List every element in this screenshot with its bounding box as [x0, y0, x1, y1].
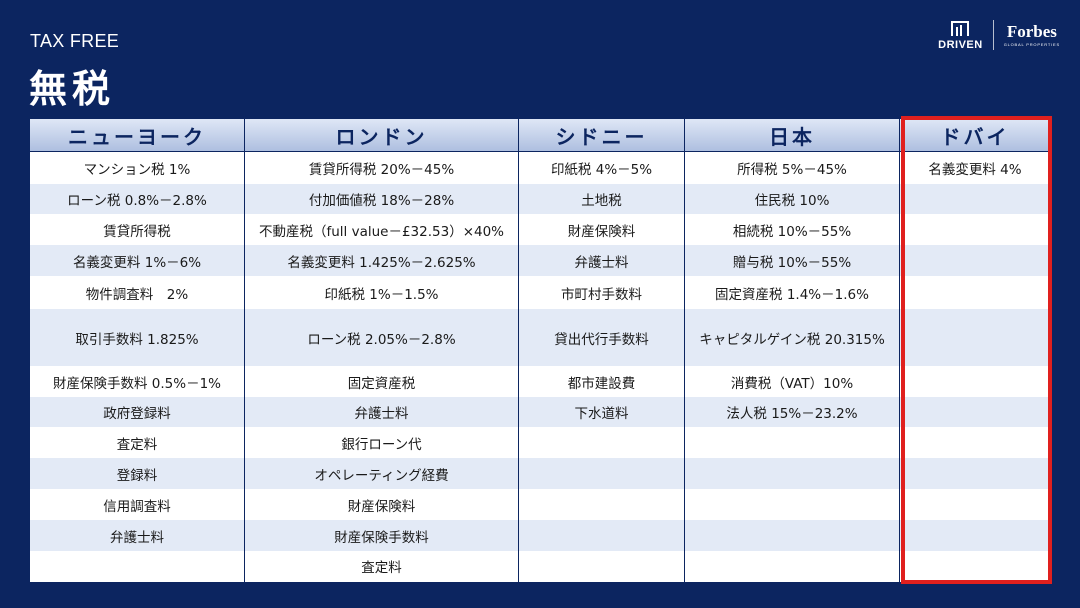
column-london: ロンドン賃貸所得税 20%－45% 付加価値税 18%－28% 不動産税（full …: [245, 119, 519, 582]
table-cell: [519, 551, 684, 581]
table-cell: [900, 520, 1050, 551]
table-cell: [519, 458, 684, 489]
table-cell: 市町村手数料: [561, 286, 642, 303]
table-cell: [900, 214, 1050, 245]
table-cell: 弁護士料: [245, 397, 518, 427]
table-cell: 物件調査料 2%: [85, 286, 189, 303]
table-cell: 不動産税（full value－£32.53）×40%: [258, 223, 505, 240]
page-subtitle: TAX FREE: [30, 31, 120, 51]
column-header-london: ロンドン: [245, 119, 518, 152]
table-cell: [900, 397, 1050, 427]
table-cell: オペレーティング経費: [245, 458, 518, 489]
table-cell: 固定資産税: [347, 375, 416, 392]
forbes-logo-text: Forbes: [1006, 22, 1057, 41]
table-cell: [685, 551, 899, 581]
table-cell: 弁護士料: [519, 245, 684, 276]
column-header-dubai: ドバイ: [900, 119, 1050, 152]
table-cell: 弁護士料: [30, 520, 244, 551]
column-header-new-york: ニューヨーク: [30, 119, 244, 152]
table-cell: 名義変更料 4%: [928, 162, 1022, 178]
table-cell: [519, 427, 684, 458]
forbes-logo: Forbes GLOBAL PROPERTIES: [1004, 23, 1060, 47]
table-cell: [900, 184, 1050, 214]
table-cell: 査定料: [116, 436, 158, 453]
column-japan: 日本所得税 5%－45% 住民税 10% 相続税 10%－55% 贈与税 10%－55…: [685, 119, 900, 582]
table-cell: 信用調査料: [103, 498, 171, 515]
table-cell: 印紙税 1%－1.5%: [324, 286, 439, 303]
table-cell: [900, 245, 1050, 276]
driven-logo-text: DRIVEN: [938, 39, 983, 51]
table-cell: [900, 489, 1050, 520]
table-cell: ローン税 2.05%－2.8%: [245, 309, 518, 366]
table-cell: 名義変更料 1%－6%: [30, 245, 244, 276]
table-cell: [900, 309, 1050, 366]
table-cell: 取引手数料 1.825%: [30, 309, 244, 366]
logo-group: DRIVEN Forbes GLOBAL PROPERTIES: [938, 17, 1060, 53]
forbes-logo-subtext: GLOBAL PROPERTIES: [1003, 42, 1060, 47]
table-cell: 貸出代行手数料: [519, 309, 684, 366]
table-cell: 登録料: [30, 458, 244, 489]
table-cell: [900, 427, 1050, 458]
table-cell: マンション税 1%: [83, 162, 191, 178]
table-cell: 財産保険料: [567, 223, 636, 240]
column-header-sydney: シドニー: [519, 119, 684, 152]
table-cell: 財産保険手数料: [245, 520, 518, 551]
table-cell: 賃貸所得税: [103, 223, 171, 240]
table-cell: 財産保険手数料 0.5%－1%: [52, 375, 221, 392]
table-cell: [900, 458, 1050, 489]
page-title: 無税: [29, 67, 116, 111]
table-cell: 財産保険料: [347, 498, 416, 515]
table-cell: [685, 520, 899, 551]
table-cell: [30, 551, 244, 581]
table-cell: 土地税: [519, 184, 684, 214]
column-header-japan: 日本: [685, 119, 899, 152]
table-cell: 政府登録料: [30, 397, 244, 427]
table-cell: 名義変更料 1.425%－2.625%: [245, 245, 518, 276]
table-cell: 所得税 5%－45%: [737, 162, 847, 178]
table-cell: 印紙税 4%－5%: [550, 162, 653, 178]
table-cell: 賃貸所得税 20%－45%: [308, 162, 455, 178]
table-cell: 法人税 15%－23.2%: [685, 397, 899, 427]
driven-logo: DRIVEN: [938, 19, 983, 51]
table-cell: ローン税 0.8%－2.8%: [30, 184, 244, 214]
table-cell: [900, 551, 1050, 581]
tax-comparison-table: ニューヨーク マンション税 1% ローン税 0.8%－2.8% 賃貸所得税 名義変更料 …: [30, 119, 1050, 582]
table-cell: [685, 427, 899, 458]
table-cell: キャピタルゲイン税 20.315%: [685, 309, 899, 366]
table-cell: 付加価値税 18%－28%: [245, 184, 518, 214]
table-cell: [685, 458, 899, 489]
table-cell: 銀行ローン代: [341, 436, 422, 453]
table-cell: [900, 276, 1050, 309]
table-cell: [519, 489, 684, 520]
column-sydney: シドニー印紙税 4%－5% 土地税財産保険料弁護士料市町村手数料貸出代行手数料都市…: [519, 119, 685, 582]
table-cell: 査定料: [361, 560, 402, 576]
column-new-york: ニューヨークマンション税 1% ローン税 0.8%－2.8% 賃貸所得税名義変更料 …: [30, 119, 245, 582]
table-cell: [519, 520, 684, 551]
table-cell: [685, 489, 899, 520]
table-cell: 消費税（VAT）10%: [730, 375, 854, 392]
table-cell: 下水道料: [519, 397, 684, 427]
table-cell: 住民税 10%: [685, 184, 899, 214]
table-cell: 固定資産税 1.4%－1.6%: [715, 286, 869, 303]
table-cell: 都市建設費: [567, 375, 636, 392]
driven-mark-icon: [951, 21, 970, 36]
column-dubai: ドバイ名義変更料 4%: [900, 119, 1050, 582]
table-cell: [900, 366, 1050, 397]
table-cell: 相続税 10%－55%: [732, 223, 852, 240]
logo-divider: [992, 20, 994, 50]
table-cell: 贈与税 10%－55%: [685, 245, 899, 276]
